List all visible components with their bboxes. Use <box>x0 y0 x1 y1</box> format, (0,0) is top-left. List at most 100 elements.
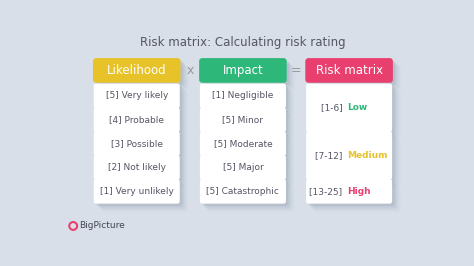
FancyBboxPatch shape <box>309 181 394 206</box>
FancyBboxPatch shape <box>202 110 288 134</box>
FancyBboxPatch shape <box>204 111 290 136</box>
FancyBboxPatch shape <box>204 87 290 112</box>
FancyBboxPatch shape <box>309 134 394 182</box>
FancyBboxPatch shape <box>100 114 187 139</box>
FancyBboxPatch shape <box>96 157 182 182</box>
Text: [5] Very likely: [5] Very likely <box>106 91 168 100</box>
FancyBboxPatch shape <box>94 155 180 180</box>
FancyBboxPatch shape <box>98 87 183 112</box>
FancyBboxPatch shape <box>207 138 293 163</box>
FancyBboxPatch shape <box>312 65 400 90</box>
FancyBboxPatch shape <box>199 58 287 83</box>
Text: x: x <box>186 64 193 77</box>
FancyBboxPatch shape <box>313 90 399 139</box>
FancyBboxPatch shape <box>100 65 188 90</box>
FancyBboxPatch shape <box>311 89 398 138</box>
FancyBboxPatch shape <box>313 138 399 187</box>
Text: =: = <box>291 64 301 77</box>
FancyBboxPatch shape <box>311 184 398 209</box>
FancyBboxPatch shape <box>311 137 398 185</box>
Text: [7-12]: [7-12] <box>315 151 345 160</box>
FancyBboxPatch shape <box>205 113 292 138</box>
FancyBboxPatch shape <box>93 58 181 83</box>
FancyBboxPatch shape <box>96 110 182 134</box>
Text: [1] Very unlikely: [1] Very unlikely <box>100 187 173 196</box>
Text: [3] Possible: [3] Possible <box>111 139 163 148</box>
FancyBboxPatch shape <box>99 64 186 88</box>
FancyBboxPatch shape <box>204 159 290 184</box>
Text: Likelihood: Likelihood <box>107 64 166 77</box>
FancyBboxPatch shape <box>96 86 182 110</box>
FancyBboxPatch shape <box>94 107 180 132</box>
FancyBboxPatch shape <box>207 114 293 139</box>
Text: [4] Probable: [4] Probable <box>109 115 164 124</box>
FancyBboxPatch shape <box>205 184 292 209</box>
FancyBboxPatch shape <box>310 87 396 136</box>
FancyBboxPatch shape <box>200 179 286 204</box>
FancyBboxPatch shape <box>98 183 183 207</box>
FancyBboxPatch shape <box>306 179 392 204</box>
FancyBboxPatch shape <box>207 90 293 115</box>
FancyBboxPatch shape <box>306 131 392 180</box>
Text: Risk matrix: Calculating risk rating: Risk matrix: Calculating risk rating <box>140 36 346 49</box>
FancyBboxPatch shape <box>207 162 293 187</box>
FancyBboxPatch shape <box>100 90 187 115</box>
Text: [1] Negligible: [1] Negligible <box>212 91 273 100</box>
FancyBboxPatch shape <box>97 62 184 87</box>
FancyBboxPatch shape <box>204 183 290 207</box>
FancyBboxPatch shape <box>201 60 289 85</box>
FancyBboxPatch shape <box>308 60 395 85</box>
FancyBboxPatch shape <box>100 186 187 211</box>
FancyBboxPatch shape <box>94 131 180 156</box>
FancyBboxPatch shape <box>202 86 288 110</box>
FancyBboxPatch shape <box>100 162 187 187</box>
FancyBboxPatch shape <box>99 160 185 185</box>
FancyBboxPatch shape <box>99 137 185 161</box>
FancyBboxPatch shape <box>96 134 182 158</box>
FancyBboxPatch shape <box>306 84 392 132</box>
FancyBboxPatch shape <box>205 64 292 88</box>
FancyBboxPatch shape <box>309 86 394 134</box>
FancyBboxPatch shape <box>94 179 180 204</box>
FancyBboxPatch shape <box>311 64 398 88</box>
Circle shape <box>71 224 75 228</box>
FancyBboxPatch shape <box>99 89 185 114</box>
Text: High: High <box>347 187 370 196</box>
FancyBboxPatch shape <box>200 155 286 180</box>
Text: Medium: Medium <box>347 151 387 160</box>
FancyBboxPatch shape <box>200 107 286 132</box>
FancyBboxPatch shape <box>98 159 183 184</box>
FancyBboxPatch shape <box>202 134 288 158</box>
Text: [5] Minor: [5] Minor <box>222 115 264 124</box>
FancyBboxPatch shape <box>202 181 288 206</box>
FancyBboxPatch shape <box>200 131 286 156</box>
FancyBboxPatch shape <box>207 186 293 211</box>
FancyBboxPatch shape <box>99 184 185 209</box>
Text: [2] Not likely: [2] Not likely <box>108 163 166 172</box>
Text: BigPicture: BigPicture <box>80 222 125 230</box>
FancyBboxPatch shape <box>203 62 291 87</box>
FancyBboxPatch shape <box>200 84 286 108</box>
FancyBboxPatch shape <box>205 137 292 161</box>
FancyBboxPatch shape <box>305 58 393 83</box>
FancyBboxPatch shape <box>206 65 294 90</box>
FancyBboxPatch shape <box>205 89 292 114</box>
FancyBboxPatch shape <box>202 157 288 182</box>
FancyBboxPatch shape <box>310 135 396 184</box>
FancyBboxPatch shape <box>95 60 183 85</box>
FancyBboxPatch shape <box>98 111 183 136</box>
FancyBboxPatch shape <box>98 135 183 160</box>
Text: [1-6]: [1-6] <box>320 103 345 112</box>
Text: Impact: Impact <box>223 64 263 77</box>
FancyBboxPatch shape <box>94 84 180 108</box>
FancyBboxPatch shape <box>99 113 185 138</box>
FancyBboxPatch shape <box>96 181 182 206</box>
FancyBboxPatch shape <box>205 160 292 185</box>
Text: Low: Low <box>347 103 367 112</box>
Text: [13-25]: [13-25] <box>309 187 345 196</box>
FancyBboxPatch shape <box>100 138 187 163</box>
FancyBboxPatch shape <box>313 186 399 211</box>
Circle shape <box>69 222 77 230</box>
FancyBboxPatch shape <box>204 135 290 160</box>
FancyBboxPatch shape <box>309 62 397 87</box>
